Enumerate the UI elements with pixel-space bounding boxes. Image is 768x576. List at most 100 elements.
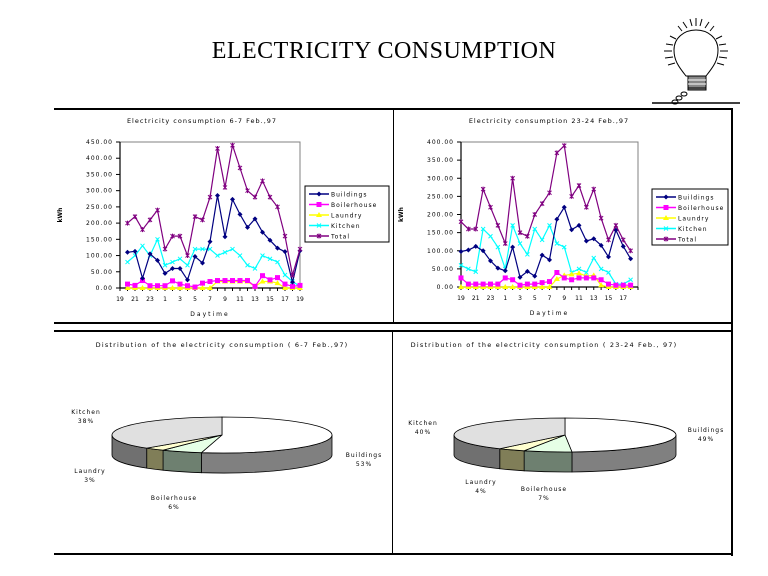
x-tick-label: 19 bbox=[116, 296, 124, 303]
pie-label-buildings: Buildings bbox=[346, 452, 382, 459]
data-point-laundry bbox=[509, 284, 516, 289]
y-tick-label: 200.00 bbox=[86, 220, 113, 227]
pie-label-kitchen: Kitchen bbox=[71, 409, 101, 416]
pie-pct-buildings: 49% bbox=[698, 436, 714, 443]
data-point-boilerhouse bbox=[473, 281, 479, 287]
data-point-boilerhouse bbox=[222, 278, 228, 284]
data-point-kitchen bbox=[185, 262, 190, 268]
data-point-boilerhouse bbox=[591, 275, 597, 281]
y-tick-label: 250.00 bbox=[427, 193, 454, 200]
data-point-laundry bbox=[568, 271, 575, 277]
legend-marker bbox=[663, 205, 669, 210]
x-tick-label: 13 bbox=[251, 296, 259, 303]
data-point-buildings bbox=[147, 251, 153, 257]
x-tick-label: 11 bbox=[236, 296, 244, 303]
data-point-kitchen bbox=[532, 226, 538, 232]
data-point-boilerhouse bbox=[517, 282, 523, 288]
pie-side-laundry bbox=[146, 447, 164, 471]
pie-label-laundry: Laundry bbox=[74, 468, 105, 475]
data-point-boilerhouse bbox=[252, 283, 258, 289]
data-point-laundry bbox=[458, 284, 464, 289]
series-boilerhouse bbox=[458, 270, 634, 288]
legend-label: Buildings bbox=[678, 195, 714, 202]
pie-pct-kitchen: 38% bbox=[78, 418, 94, 425]
data-point-total bbox=[140, 227, 145, 233]
data-point-total bbox=[584, 204, 589, 210]
data-point-buildings bbox=[260, 229, 265, 235]
data-point-kitchen bbox=[591, 255, 597, 261]
y-tick-label: 100.00 bbox=[427, 248, 454, 255]
series-total bbox=[125, 142, 303, 278]
chart-title: Distribution of the electricity consumpt… bbox=[96, 341, 349, 349]
data-point-boilerhouse bbox=[510, 277, 516, 283]
data-point-boilerhouse bbox=[458, 275, 464, 281]
data-point-buildings bbox=[628, 256, 634, 262]
data-point-boilerhouse bbox=[561, 275, 567, 281]
x-tick-label: 13 bbox=[590, 295, 598, 302]
data-point-total bbox=[147, 217, 153, 223]
data-point-kitchen bbox=[539, 237, 545, 243]
plot-area-border bbox=[461, 141, 639, 287]
series-total bbox=[458, 143, 633, 254]
legend-item-buildings: Buildings bbox=[309, 191, 366, 199]
frame-mid-line-1 bbox=[54, 322, 733, 324]
data-point-boilerhouse bbox=[583, 275, 589, 281]
pie-slice-buildings bbox=[564, 417, 677, 453]
data-point-total bbox=[502, 241, 508, 246]
data-point-buildings bbox=[510, 244, 516, 250]
data-point-kitchen bbox=[267, 256, 273, 262]
series-kitchen bbox=[458, 223, 633, 287]
x-tick-label: 1 bbox=[503, 295, 507, 302]
data-point-total bbox=[200, 217, 205, 223]
data-point-buildings bbox=[517, 274, 523, 280]
legend-marker bbox=[316, 233, 322, 239]
data-point-total bbox=[628, 248, 633, 254]
data-point-total bbox=[125, 220, 130, 226]
data-point-buildings bbox=[125, 249, 130, 255]
legend: Buildings Boilerhouse Laundry Kitchen Total bbox=[651, 188, 729, 246]
series-line-buildings bbox=[127, 195, 301, 283]
data-point-buildings bbox=[177, 266, 183, 272]
y-tick-label: 150.00 bbox=[427, 230, 454, 237]
data-point-total bbox=[177, 233, 183, 239]
series-line-boilerhouse bbox=[460, 271, 631, 286]
legend-item-kitchen: Kitchen bbox=[656, 226, 708, 233]
legend-label: Kitchen bbox=[678, 226, 708, 233]
data-point-laundry bbox=[576, 270, 582, 276]
data-point-total bbox=[598, 215, 604, 221]
data-point-buildings bbox=[613, 227, 619, 233]
data-point-buildings bbox=[606, 254, 611, 260]
data-point-total bbox=[569, 193, 574, 199]
data-point-kitchen bbox=[510, 223, 515, 228]
data-point-kitchen bbox=[207, 246, 213, 252]
data-point-kitchen bbox=[215, 253, 220, 258]
data-point-boilerhouse bbox=[502, 275, 508, 281]
data-point-kitchen bbox=[260, 253, 265, 258]
data-point-laundry bbox=[199, 285, 206, 290]
data-point-total bbox=[466, 226, 471, 232]
data-point-boilerhouse bbox=[569, 277, 575, 283]
data-point-laundry bbox=[259, 278, 266, 284]
pie-side-boilerhouse bbox=[162, 449, 202, 474]
x-axis-label: Daytime bbox=[530, 310, 569, 317]
y-tick-label: 0.00 bbox=[96, 285, 113, 292]
data-point-buildings bbox=[162, 270, 168, 276]
data-point-buildings bbox=[576, 222, 582, 228]
data-point-laundry bbox=[546, 284, 553, 289]
pie-slice-buildings bbox=[200, 416, 333, 454]
x-tick-label: 9 bbox=[223, 296, 227, 303]
data-point-kitchen bbox=[282, 272, 288, 278]
data-point-kitchen bbox=[237, 253, 243, 258]
legend-item-total: Total bbox=[656, 236, 696, 244]
pie-side-laundry bbox=[499, 448, 525, 472]
data-point-buildings bbox=[495, 265, 501, 271]
data-point-total bbox=[252, 194, 258, 200]
legend-box bbox=[651, 188, 729, 246]
series-buildings bbox=[458, 204, 634, 280]
data-point-total bbox=[576, 183, 582, 188]
x-tick-label: 1 bbox=[163, 296, 167, 303]
data-point-buildings bbox=[569, 227, 575, 233]
pie-pct-laundry: 3% bbox=[84, 477, 96, 484]
pie-label-boilerhouse: Boilerhouse bbox=[151, 495, 197, 502]
data-point-total bbox=[215, 145, 220, 151]
